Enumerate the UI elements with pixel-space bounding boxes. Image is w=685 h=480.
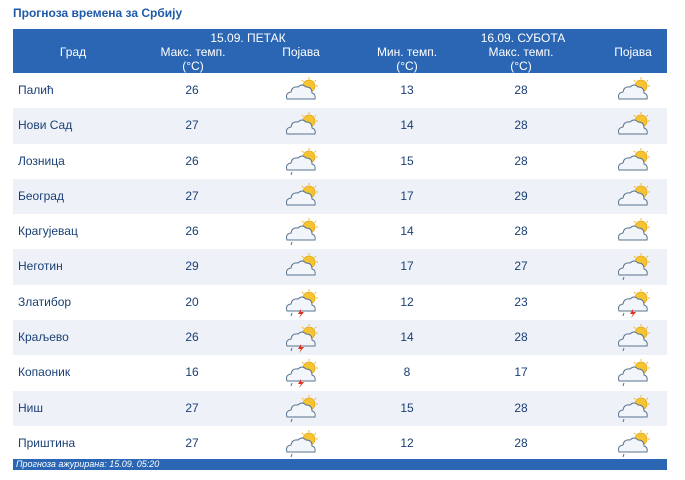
cloud-sun-icon xyxy=(611,216,657,248)
max-temp-day2: 28 xyxy=(514,153,528,168)
city-name: Крагујевац xyxy=(18,224,78,239)
day2-header: 16.09. СУБОТА xyxy=(480,31,566,45)
max-temp-day1-header: Макс. темп. xyxy=(160,45,226,59)
min-temp-day2: 15 xyxy=(400,153,414,168)
condition-day2-header: Појава xyxy=(614,45,652,59)
table-row: Приштина 27 12 28 xyxy=(13,426,667,461)
max-temp-day1: 26 xyxy=(185,83,199,97)
city-name: Неготин xyxy=(18,259,63,274)
max-temp-day1: 29 xyxy=(185,259,199,274)
max-temp-day1: 27 xyxy=(185,188,199,203)
city-name: Нови Сад xyxy=(18,118,73,133)
max-temp-day1: 27 xyxy=(185,400,199,415)
table-row: Лозница 26 15 28 xyxy=(13,144,667,179)
min-temp-day2: 14 xyxy=(400,224,414,239)
update-text: Прогноза ажурирана: 15.09. 05:20 xyxy=(16,459,160,469)
city-name: Палић xyxy=(18,83,54,97)
min-temp-day2: 17 xyxy=(400,259,414,274)
city-name: Златибор xyxy=(18,294,72,309)
max-temp-day1: 16 xyxy=(185,365,199,380)
max-temp-day1: 20 xyxy=(185,294,199,309)
max-temp-day2: 28 xyxy=(514,118,528,133)
cloud-sun-light-rain-icon xyxy=(611,357,657,389)
max-temp-day1: 26 xyxy=(185,330,199,345)
city-name: Ниш xyxy=(18,400,43,415)
cloud-sun-light-rain-icon xyxy=(279,216,325,248)
table-row: Нови Сад 27 14 28 xyxy=(13,108,667,144)
partly-cloudy-sun-icon xyxy=(611,75,657,107)
min-temp-day2: 12 xyxy=(400,435,414,450)
max-temp-day2: 17 xyxy=(514,365,528,380)
table-row: Златибор 20 12 23 xyxy=(13,285,667,320)
table-row: Београд 27 17 29 xyxy=(13,178,667,215)
city-name: Краљево xyxy=(18,330,69,345)
min-temp-day2: 8 xyxy=(403,365,411,380)
table-row: Копаоник 16 8 17 xyxy=(13,355,667,390)
city-name: Приштина xyxy=(18,435,76,450)
cloud-sun-thunderstorm-icon xyxy=(279,287,325,319)
cloud-sun-light-rain-icon xyxy=(611,251,657,283)
table-row: Ниш 27 15 28 xyxy=(13,390,667,426)
max-temp-day2: 28 xyxy=(514,400,528,415)
max-temp-day2-header: Макс. темп. xyxy=(488,45,554,59)
city-column-header: Град xyxy=(59,45,87,59)
partly-cloudy-sun-icon xyxy=(611,181,657,213)
min-temp-day2-unit: (°C) xyxy=(396,59,418,73)
cloud-sun-light-rain-icon xyxy=(279,146,325,178)
partly-cloudy-sun-icon xyxy=(279,251,325,283)
city-name: Копаоник xyxy=(18,365,71,380)
max-temp-day2: 29 xyxy=(514,188,528,203)
partly-cloudy-sun-icon xyxy=(279,110,325,142)
day1-header: 15.09. ПЕТАК xyxy=(210,31,286,45)
max-temp-day2-unit: (°C) xyxy=(510,59,532,73)
city-name: Лозница xyxy=(18,153,65,168)
cloud-sun-thunderstorm-icon xyxy=(611,287,657,319)
table-row: Палић 26 13 28 xyxy=(13,73,667,108)
city-name: Београд xyxy=(18,188,64,203)
page-title: Прогноза времена за Србију xyxy=(13,6,183,20)
table-body: Палић 26 13 28 Нови Сад 27 14 28 Лозница 26 15 28 Бе… xyxy=(13,73,667,461)
cloud-sun-light-rain-icon xyxy=(611,428,657,460)
table-header: 15.09. ПЕТАК 16.09. СУБОТА Град Макс. те… xyxy=(13,29,667,73)
min-temp-day2: 13 xyxy=(400,83,414,97)
cloud-sun-icon xyxy=(279,181,325,213)
partly-cloudy-sun-icon xyxy=(611,146,657,178)
table-row: Краљево 26 14 28 xyxy=(13,320,667,356)
max-temp-day2: 28 xyxy=(514,330,528,345)
cloud-sun-thunderstorm-icon xyxy=(279,322,325,354)
max-temp-day1: 26 xyxy=(185,153,199,168)
max-temp-day2: 27 xyxy=(514,259,528,274)
max-temp-day1: 27 xyxy=(185,435,199,450)
max-temp-day2: 23 xyxy=(514,294,528,309)
update-footer: Прогноза ажурирана: 15.09. 05:20 xyxy=(13,459,667,470)
cloud-sun-light-rain-icon xyxy=(611,322,657,354)
max-temp-day2: 28 xyxy=(514,224,528,239)
min-temp-day2: 17 xyxy=(400,188,414,203)
min-temp-day2: 15 xyxy=(400,400,414,415)
max-temp-day1: 27 xyxy=(185,118,199,133)
max-temp-day1-unit: (°C) xyxy=(182,59,204,73)
cloud-sun-light-rain-icon xyxy=(611,393,657,425)
table-row: Неготин 29 17 27 xyxy=(13,249,667,285)
forecast-table: 15.09. ПЕТАК 16.09. СУБОТА Град Макс. те… xyxy=(13,29,667,461)
cloud-sun-light-rain-icon xyxy=(279,393,325,425)
max-temp-day2: 28 xyxy=(514,83,528,97)
table-row: Крагујевац 26 14 28 xyxy=(13,214,667,249)
min-temp-day2-header: Мин. темп. xyxy=(376,45,438,59)
min-temp-day2: 14 xyxy=(400,118,414,133)
partly-cloudy-sun-icon xyxy=(611,110,657,142)
cloud-sun-light-rain-icon xyxy=(279,428,325,460)
max-temp-day2: 28 xyxy=(514,435,528,450)
partly-cloudy-sun-icon xyxy=(279,75,325,107)
condition-day1-header: Појава xyxy=(282,45,320,59)
min-temp-day2: 14 xyxy=(400,330,414,345)
min-temp-day2: 12 xyxy=(400,294,414,309)
cloud-sun-thunderstorm-icon xyxy=(279,357,325,389)
max-temp-day1: 26 xyxy=(185,224,199,239)
